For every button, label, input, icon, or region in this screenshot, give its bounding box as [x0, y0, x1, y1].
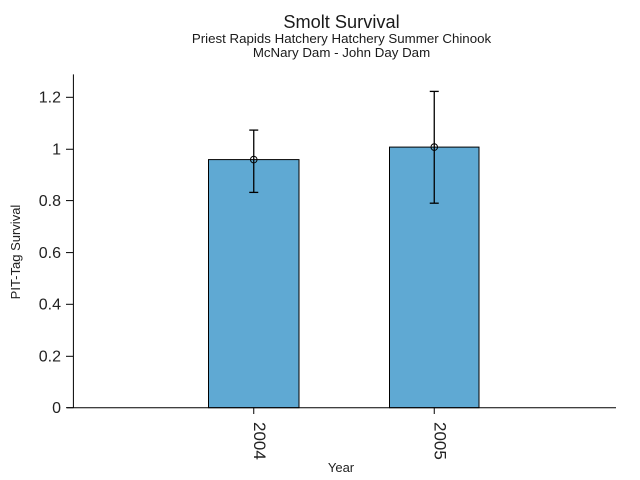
svg-text:PIT-Tag Survival: PIT-Tag Survival — [8, 205, 23, 300]
svg-text:1: 1 — [52, 142, 61, 159]
svg-text:Year: Year — [328, 460, 355, 475]
svg-text:2004: 2004 — [250, 422, 269, 460]
svg-text:0.8: 0.8 — [39, 193, 61, 210]
svg-text:0.6: 0.6 — [39, 245, 61, 262]
svg-text:0.2: 0.2 — [39, 349, 61, 366]
svg-text:0.4: 0.4 — [39, 297, 61, 314]
svg-text:0: 0 — [52, 400, 61, 417]
svg-text:1.2: 1.2 — [39, 90, 61, 107]
svg-text:2005: 2005 — [430, 422, 449, 460]
